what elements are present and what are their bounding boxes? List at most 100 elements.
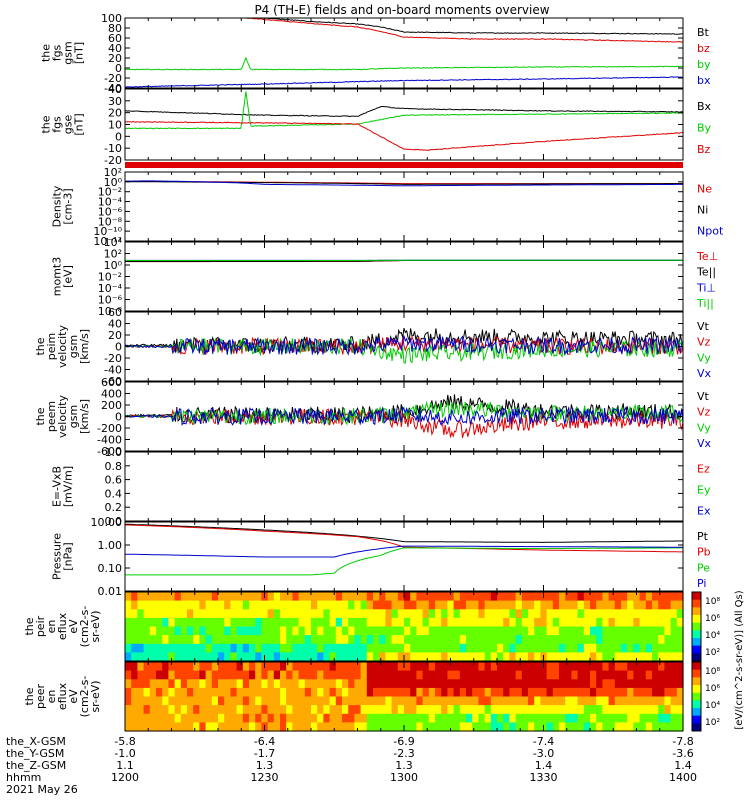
heatmap-cell bbox=[614, 635, 622, 645]
heatmap-cell bbox=[348, 635, 355, 645]
heatmap-cell bbox=[255, 713, 262, 723]
heatmap-cell bbox=[596, 592, 603, 602]
heatmap-cell bbox=[658, 635, 665, 645]
heatmap-cell bbox=[410, 600, 417, 610]
heatmap-cell bbox=[639, 626, 647, 636]
heatmap-cell bbox=[497, 670, 504, 680]
heatmap-cell bbox=[342, 600, 349, 610]
heatmap-cell bbox=[224, 592, 231, 602]
heatmap-cell bbox=[509, 643, 517, 653]
heatmap-cell bbox=[645, 600, 653, 610]
heatmap-cell bbox=[137, 652, 145, 662]
y-tick-label: 10⁻⁶ bbox=[98, 294, 123, 307]
y-axis-label: velocity bbox=[56, 325, 69, 368]
heatmap-cell bbox=[614, 705, 622, 715]
heatmap-cell bbox=[242, 600, 250, 610]
heatmap-cell bbox=[478, 679, 486, 689]
heatmap-cell bbox=[366, 670, 374, 680]
heatmap-cell bbox=[614, 687, 622, 698]
y-tick-label: 0 bbox=[115, 341, 122, 354]
panel-lines bbox=[125, 327, 683, 364]
heatmap-cell bbox=[211, 635, 219, 645]
heatmap-cell bbox=[348, 626, 355, 636]
heatmap-cell bbox=[472, 652, 479, 662]
heatmap-cell bbox=[162, 713, 169, 723]
heatmap-cell bbox=[311, 687, 318, 698]
heatmap-cell bbox=[540, 713, 548, 723]
heatmap-cell bbox=[590, 600, 597, 610]
colorbar-tick-label: 10⁶ bbox=[705, 684, 720, 694]
heatmap-cell bbox=[577, 617, 585, 628]
heatmap-cell bbox=[559, 679, 566, 689]
heatmap-cell bbox=[149, 670, 157, 680]
legend-by: by bbox=[697, 58, 711, 71]
heatmap-cell bbox=[156, 722, 163, 732]
legend-Npot: Npot bbox=[697, 225, 724, 238]
heatmap-cell bbox=[125, 722, 132, 732]
heatmap-cell bbox=[125, 705, 132, 715]
heatmap-cell bbox=[676, 592, 684, 602]
heatmap-cell bbox=[385, 696, 393, 706]
heatmap-cell bbox=[559, 652, 566, 662]
heatmap-cell bbox=[583, 652, 591, 662]
heatmap-cell bbox=[645, 713, 653, 723]
heatmap-cell bbox=[218, 617, 225, 628]
heatmap-cell bbox=[273, 696, 281, 706]
heatmap-cell bbox=[156, 652, 163, 662]
heatmap-cell bbox=[435, 722, 442, 732]
heatmap-cell bbox=[590, 609, 597, 619]
heatmap-cell bbox=[627, 643, 634, 653]
heatmap-cell bbox=[280, 592, 287, 602]
heatmap-cell bbox=[614, 652, 622, 662]
heatmap-cell bbox=[552, 696, 560, 706]
heatmap-cell bbox=[292, 643, 300, 653]
heatmap-cell bbox=[298, 600, 306, 610]
y-tick-label: 0.8 bbox=[105, 460, 123, 473]
heatmap-cell bbox=[453, 617, 461, 628]
colorbar-swatch bbox=[692, 669, 701, 678]
heatmap-cell bbox=[621, 722, 628, 732]
heatmap-cell bbox=[335, 609, 343, 619]
heatmap-cell bbox=[224, 696, 231, 706]
heatmap-cell bbox=[459, 687, 467, 698]
heatmap-cell bbox=[292, 635, 300, 645]
heatmap-cell bbox=[416, 687, 424, 698]
heatmap-cell bbox=[639, 687, 647, 698]
heatmap-cell bbox=[410, 722, 417, 732]
heatmap-cell bbox=[131, 662, 138, 672]
heatmap-cell bbox=[143, 626, 151, 636]
y-tick-label: -20 bbox=[104, 72, 122, 85]
heatmap-cell bbox=[311, 662, 318, 672]
heatmap-cell bbox=[528, 626, 535, 636]
heatmap-cell bbox=[187, 679, 194, 689]
heatmap-cell bbox=[360, 662, 368, 672]
heatmap-cell bbox=[447, 662, 455, 672]
heatmap-cell bbox=[435, 600, 442, 610]
heatmap-cell bbox=[484, 670, 492, 680]
series-line-Vy bbox=[125, 400, 683, 426]
heatmap-cell bbox=[571, 670, 579, 680]
heatmap-cell bbox=[348, 652, 355, 662]
heatmap-cell bbox=[137, 713, 145, 723]
y-axis-label: (cm2-s- bbox=[78, 676, 91, 718]
heatmap-cell bbox=[397, 696, 405, 706]
heatmap-cell bbox=[658, 679, 665, 689]
heatmap-cell bbox=[521, 696, 529, 706]
heatmap-cell bbox=[484, 696, 492, 706]
heatmap-cell bbox=[608, 679, 616, 689]
heatmap-cell bbox=[348, 696, 355, 706]
y-axis-label: peem bbox=[45, 401, 58, 432]
colorbar-swatch bbox=[692, 723, 701, 732]
heatmap-cell bbox=[391, 635, 399, 645]
panel-density: 10²10⁰10⁻²10⁻⁴10⁻⁶10⁻⁸10⁻¹⁰10⁻¹²Density[… bbox=[51, 166, 684, 248]
heatmap-cell bbox=[323, 722, 331, 732]
heatmap-cell bbox=[608, 705, 616, 715]
heatmap-cell bbox=[509, 670, 517, 680]
heatmap-cell bbox=[670, 670, 678, 680]
time-row-label: the_Z-GSM bbox=[6, 759, 66, 772]
heatmap-cell bbox=[137, 635, 145, 645]
time-row-label: the_Y-GSM bbox=[6, 747, 64, 760]
heatmap-cell bbox=[534, 696, 541, 706]
y-axis-label: the bbox=[40, 115, 53, 133]
heatmap-cell bbox=[335, 643, 343, 653]
